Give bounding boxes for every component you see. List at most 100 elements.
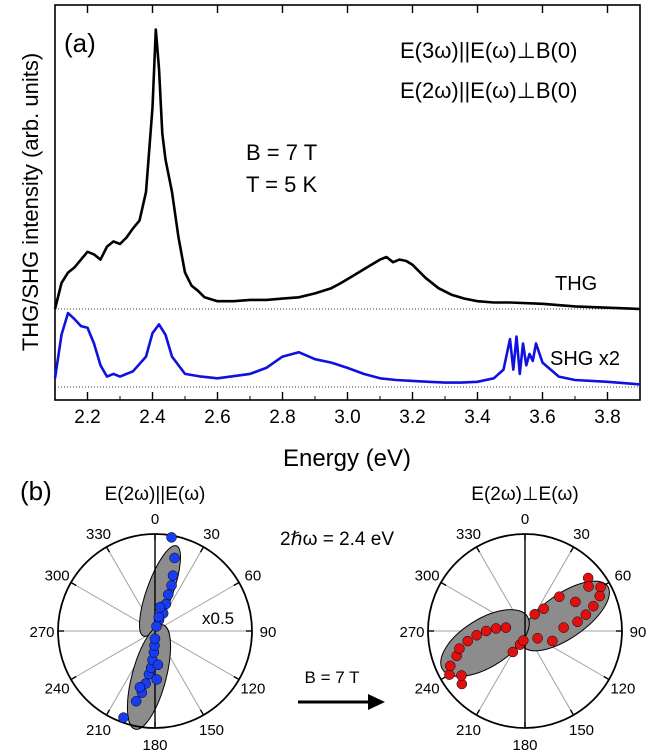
legend-line-1: E(3ω)||E(ω)⊥B(0)	[400, 38, 577, 63]
x-axis-label: Energy (eV)	[283, 445, 411, 472]
polar-angle-label: 150	[569, 722, 594, 739]
polar-data-point	[583, 581, 594, 592]
polar-data-point	[490, 623, 502, 634]
polar-tick	[233, 675, 240, 681]
polar-tick	[603, 675, 610, 681]
field-arrow-head	[368, 694, 385, 710]
polar-data-point	[580, 609, 592, 620]
thg-label: THG	[555, 273, 597, 295]
polar-data-point	[444, 669, 455, 680]
polar-spoke	[154, 582, 240, 632]
polar-data-point	[130, 696, 142, 707]
polar-angle-label: 90	[630, 624, 647, 641]
polar-angle-label: 180	[142, 737, 167, 753]
polar-data-point	[153, 611, 165, 623]
polar-tick	[105, 546, 111, 553]
x-tick-label: 3.6	[529, 407, 555, 428]
x-tick-label: 2.4	[139, 407, 166, 428]
polar-data-point	[456, 670, 467, 681]
polar-angle-label: 60	[615, 568, 632, 585]
polar-data-point	[558, 622, 569, 633]
polar-angle-label: 30	[573, 526, 590, 543]
polar-angle-label: 330	[456, 526, 481, 543]
polar-right: 0 30 60 90 120 150 180 210 240 270 300 330	[399, 511, 646, 753]
shg-series-line	[53, 311, 641, 386]
polar-angle-label: 30	[203, 526, 220, 543]
shg-label: SHG x2	[550, 348, 620, 370]
x-tick-label: 3.0	[334, 407, 360, 428]
polar-data-point	[167, 570, 179, 581]
polar-data-point	[151, 621, 162, 632]
polar-spoke	[70, 630, 156, 680]
polar-tick	[569, 546, 575, 553]
polar-angle-label: 180	[512, 737, 537, 753]
polar-data-point	[118, 712, 129, 723]
polar-tick	[199, 546, 205, 553]
polar-data-point	[594, 590, 605, 602]
photon-energy: 2ℏω = 2.4 eV	[280, 529, 394, 550]
polar-data-point	[151, 674, 162, 685]
polar-data-point	[529, 608, 540, 620]
polar-angle-label: 330	[86, 526, 111, 543]
polar-angle-label: 120	[240, 681, 265, 698]
panel-a-label: (a)	[64, 28, 96, 58]
polar-data-point	[570, 596, 581, 608]
polar-data-point	[445, 660, 456, 672]
right-polar-title: E(2ω)⊥E(ω)	[471, 484, 578, 505]
polar-data-point	[134, 681, 146, 693]
x-tick-label: 2.8	[269, 407, 295, 428]
polar-data-point	[166, 532, 177, 543]
polar-tick	[233, 581, 240, 587]
left-polar-title: E(2ω)||E(ω)	[105, 484, 206, 505]
polar-data-point	[462, 635, 473, 647]
polar-angle-label: 210	[456, 722, 481, 739]
polar-data-point	[166, 580, 177, 591]
condition-temperature: T = 5 K	[246, 172, 317, 197]
polar-angle-label: 270	[399, 624, 424, 641]
polar-tick	[70, 581, 77, 587]
polar-data-point	[500, 622, 512, 633]
x-tick-label: 3.2	[399, 407, 425, 428]
polar-data-point	[152, 659, 164, 671]
polar-angle-label: 60	[245, 568, 262, 585]
x-axis-ticks: 2.2 2.4 2.6 2.8 3.0 3.2 3.4 3.6 3.8	[54, 5, 641, 428]
polar-data-point	[547, 635, 558, 647]
polar-data-point	[169, 552, 180, 564]
polar-data-point	[163, 589, 174, 600]
polar-data-point	[588, 600, 599, 612]
polar-tick	[569, 709, 575, 716]
polar-data-point	[149, 633, 161, 645]
polar-data-point	[480, 625, 492, 637]
polar-tick	[475, 546, 481, 553]
polar-tick	[475, 709, 481, 716]
scale-note: x0.5	[202, 609, 234, 628]
polar-angle-label: 0	[521, 511, 529, 528]
polar-tick	[440, 581, 447, 587]
plot-a	[53, 28, 641, 386]
x-tick-label: 2.2	[74, 407, 100, 428]
polar-angle-label: 240	[45, 681, 70, 698]
polar-data-point	[572, 616, 583, 627]
polar-data-point	[454, 643, 465, 654]
arrow-label: B = 7 T	[305, 668, 360, 687]
polar-angle-label: 90	[260, 624, 277, 641]
polar-data-point	[554, 591, 565, 602]
x-tick-label: 3.8	[594, 407, 620, 428]
legend-line-2: E(2ω)||E(ω)⊥B(0)	[400, 78, 577, 103]
panel-b-label: (b)	[20, 476, 52, 506]
polar-angle-label: 300	[415, 568, 440, 585]
thg-series-line	[53, 28, 641, 311]
polar-angle-label: 240	[415, 681, 440, 698]
polar-angle-label: 150	[199, 722, 224, 739]
polar-data-point	[507, 646, 519, 658]
polar-tick	[70, 675, 77, 681]
polar-data-point	[471, 629, 482, 641]
polar-angle-label: 270	[29, 624, 54, 641]
polar-tick	[105, 709, 111, 716]
y-axis-label: THG/SHG intensity (arb. units)	[18, 53, 43, 351]
polar-angle-label: 300	[45, 568, 70, 585]
polar-left: 0 30 60 90 120 150 180 210 240 270 300 330	[29, 511, 276, 753]
polar-data-point	[538, 603, 549, 614]
polar-angle-label: 210	[86, 722, 111, 739]
